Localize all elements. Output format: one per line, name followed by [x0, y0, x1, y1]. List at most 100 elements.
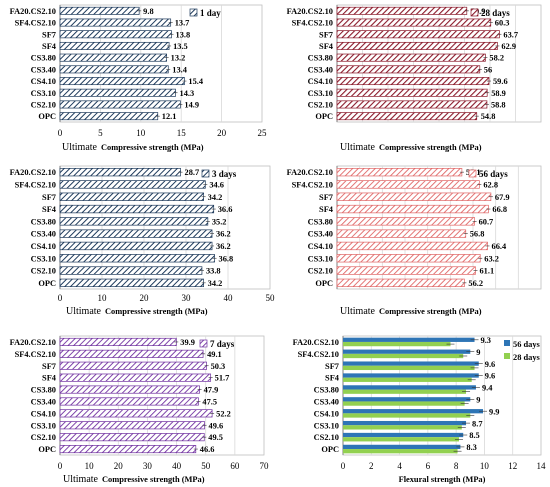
bar: [336, 77, 490, 86]
category-label: CS4.10: [308, 242, 333, 251]
category-label: CS2.10: [308, 100, 333, 109]
x-tick-label: 0: [58, 128, 63, 138]
category-label: CS3.10: [31, 421, 56, 430]
data-label: 13.8: [176, 30, 191, 39]
legend-label: 28 days: [481, 8, 510, 18]
data-label: 12.1: [162, 112, 177, 121]
x-axis-label: Compressive strength (MPa): [101, 143, 204, 152]
data-label: 9.8: [143, 7, 153, 16]
x-tick-label: 60: [230, 461, 240, 471]
legend-swatch: [470, 8, 479, 17]
data-label: 56.2: [468, 279, 483, 288]
category-label: CS3.10: [308, 89, 333, 98]
x-tick-label: 10: [136, 128, 146, 138]
category-label: SF4.CS2.10: [15, 350, 56, 359]
data-label: 66.8: [492, 205, 507, 214]
x-tick-label: 10: [85, 461, 95, 471]
bar: [59, 18, 172, 27]
x-tick-label: 0: [58, 293, 63, 303]
bar: [336, 167, 463, 177]
bar: [59, 30, 172, 39]
x-tick-label: 25: [258, 128, 268, 138]
category-label: SF4: [42, 374, 57, 383]
x-tick-label: 70: [260, 461, 270, 471]
legend-swatch: [468, 169, 477, 178]
bar-28-days: [343, 449, 458, 454]
category-label: OPC: [321, 445, 339, 454]
data-label: 36.2: [216, 230, 231, 239]
bar: [59, 254, 215, 263]
category-label: FA20.CS2.10: [287, 168, 333, 177]
data-label: 50.3: [211, 362, 226, 371]
data-label: 52.2: [216, 409, 231, 418]
category-label: SF4.CS2.10: [292, 19, 333, 28]
bar: [59, 167, 181, 177]
data-label: 58.2: [489, 54, 504, 63]
x-tick-label: 8: [454, 461, 459, 471]
x-axis-label: Compressive strength (MPa): [379, 307, 482, 316]
chart-panel-2: OPC 54.8 CS2.10 58.8 CS3.10 58.9 CS4.10 59.6 CS3…: [287, 4, 542, 153]
bar: [336, 278, 465, 288]
chart-panel-3: OPC 34.2 CS2.10 33.8 CS3.10 36.8 CS4.10 36.2 CS3…: [10, 165, 276, 317]
bar: [336, 18, 492, 27]
x-tick-label: 30: [143, 461, 153, 471]
bar-56-days: [343, 337, 475, 342]
data-label: 9.9: [489, 407, 499, 416]
legend-swatch: [201, 169, 210, 178]
data-label: 9.3: [481, 336, 491, 345]
data-label: 62.8: [483, 180, 498, 189]
category-label: CS3.80: [308, 54, 333, 63]
legend-label: 56 days: [513, 340, 541, 349]
data-label: 13.4: [172, 65, 187, 74]
bar: [59, 373, 212, 382]
category-label: SF4.CS2.10: [298, 350, 339, 359]
data-label: 28.7: [185, 168, 200, 177]
category-label: SF4.CS2.10: [15, 19, 56, 28]
data-label: 34.2: [208, 193, 223, 202]
x-tick-label: 50: [266, 293, 276, 303]
bar: [336, 65, 481, 74]
category-label: OPC: [315, 279, 333, 288]
data-label: 61.1: [479, 267, 494, 276]
category-label: CS3.10: [31, 254, 56, 263]
data-label: 33.8: [206, 267, 221, 276]
bar-28-days: [343, 401, 465, 406]
data-label: 63.2: [484, 254, 499, 263]
bar: [59, 349, 204, 358]
bar: [59, 65, 169, 74]
x-tick-label: 12: [508, 461, 517, 471]
category-label: SF4.CS2.10: [15, 180, 56, 189]
data-label: 13.2: [171, 54, 186, 63]
bar: [59, 112, 159, 121]
category-label: SF4: [42, 42, 57, 51]
x-axis-label: Compressive strength (MPa): [105, 307, 208, 316]
category-label: CS2.10: [308, 267, 333, 276]
x-tick-label: 30: [182, 293, 192, 303]
bar: [336, 241, 488, 251]
x-tick-label: 15: [177, 128, 187, 138]
category-label: CS4.10: [31, 409, 56, 418]
data-label: 58.9: [491, 89, 506, 98]
data-label: 14.3: [180, 89, 195, 98]
category-label: CS2.10: [31, 100, 56, 109]
bar: [59, 433, 205, 442]
legend-swatch: [189, 8, 198, 17]
category-label: FA20.CS2.10: [293, 338, 339, 347]
data-label: 49.5: [208, 433, 223, 442]
bar-28-days: [343, 425, 462, 430]
bar: [59, 385, 200, 394]
category-label: CS3.80: [314, 386, 339, 395]
bar: [336, 100, 488, 109]
category-label: CS3.10: [31, 89, 56, 98]
category-label: CS3.80: [31, 217, 56, 226]
x-axis-label: Compressive strength (MPa): [102, 475, 205, 484]
category-label: OPC: [315, 112, 333, 121]
legend-swatch-56-days: [504, 340, 510, 346]
data-label: 9.6: [485, 360, 495, 369]
legend-label: 7 days: [210, 339, 235, 349]
data-label: 60.3: [495, 19, 510, 28]
bar-28-days: [343, 389, 467, 394]
x-tick-label: 50: [201, 461, 211, 471]
x-axis-label: Flexural strength (MPa): [399, 475, 486, 484]
data-label: 13.7: [175, 19, 190, 28]
